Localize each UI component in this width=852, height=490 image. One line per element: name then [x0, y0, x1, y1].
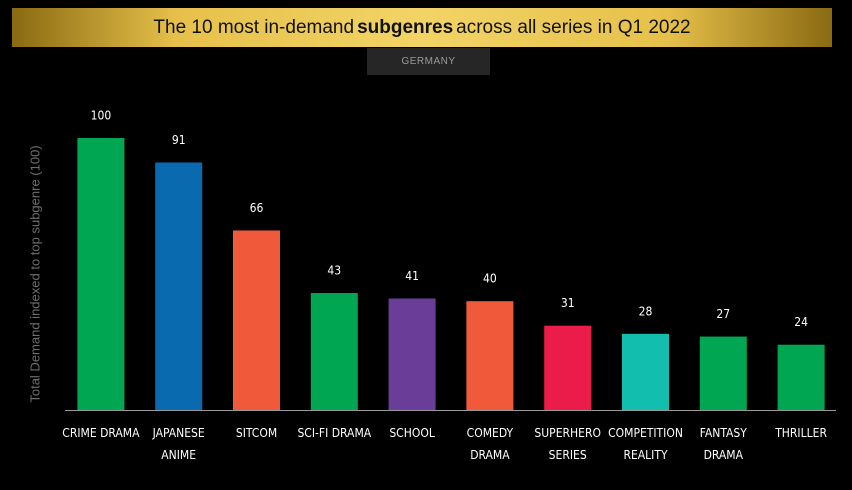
value-label: 43	[327, 264, 341, 278]
bar	[310, 293, 358, 410]
subtitle: GERMANY	[367, 48, 490, 75]
x-tick-label: SCHOOL	[389, 426, 435, 440]
value-label: 40	[483, 272, 497, 286]
bar	[466, 301, 514, 410]
title-part-bold: subgenres	[357, 16, 454, 38]
value-label: 91	[172, 133, 186, 147]
bar	[233, 230, 280, 410]
value-label: 66	[250, 201, 264, 215]
value-label: 24	[794, 315, 808, 329]
x-tick-label: JAPANESE ANIME	[152, 426, 205, 462]
value-label: 27	[716, 307, 730, 321]
x-tick-label: SCI-FI DRAMA	[297, 426, 371, 440]
x-tick-label: COMEDY DRAMA	[467, 426, 514, 462]
x-tick-label: SITCOM	[236, 426, 277, 440]
x-tick-label: CRIME DRAMA	[62, 426, 140, 440]
x-tick-label: FANTASY DRAMA	[700, 426, 747, 462]
value-label: 28	[639, 304, 653, 318]
bar	[388, 298, 436, 410]
bar	[622, 333, 669, 410]
bar	[77, 138, 125, 410]
x-tick-label: THRILLER	[774, 426, 827, 440]
bar	[544, 325, 592, 410]
value-label: 100	[91, 109, 112, 123]
bar	[699, 336, 747, 410]
bar	[777, 344, 825, 410]
y-axis-label: Total Demand indexed to top subgenre (10…	[27, 145, 42, 402]
value-label: 31	[561, 296, 575, 310]
value-label: 41	[405, 269, 419, 283]
title-banner: The 10 most in-demand subgenres across a…	[12, 8, 832, 47]
x-tick-label: COMPETITION REALITY	[608, 426, 683, 462]
x-tick-label: SUPERHERO SERIES	[534, 426, 601, 462]
bar	[155, 162, 203, 410]
title-part: The 10 most in-demand	[153, 16, 355, 38]
title-part: across all series in Q1 2022	[456, 16, 691, 38]
